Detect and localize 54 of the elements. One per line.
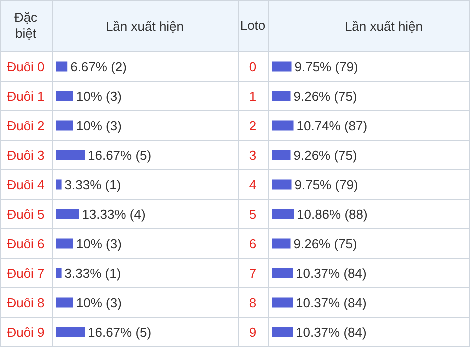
data-label: 10.86% (88) bbox=[297, 206, 368, 222]
y-tick-label: Đuôi 5 bbox=[7, 206, 45, 222]
data-label: 9.75% (79) bbox=[294, 59, 358, 74]
data-label: 10% (3) bbox=[76, 118, 122, 134]
y-tick-label: 3 bbox=[249, 148, 257, 163]
y-tick-label: Đuôi 2 bbox=[7, 118, 45, 134]
y-tick-label: 8 bbox=[249, 295, 257, 310]
bar bbox=[56, 180, 62, 190]
y-tick-label: Đuôi 8 bbox=[7, 295, 45, 310]
y-tick-label: 5 bbox=[249, 206, 257, 222]
y-tick-label: 9 bbox=[249, 324, 257, 340]
data-label: 10.74% (87) bbox=[296, 118, 368, 134]
y-tick-label: 0 bbox=[249, 59, 257, 74]
data-label: 9.26% (75) bbox=[294, 148, 358, 163]
x-axis-title: Lần xuất hiện bbox=[344, 19, 424, 34]
data-label: 13.33% (4) bbox=[82, 206, 146, 222]
y-tick-label: Đuôi 3 bbox=[7, 148, 45, 163]
data-label: 10.37% (84) bbox=[296, 266, 367, 281]
data-label: 10% (3) bbox=[76, 295, 122, 310]
y-tick-label: Đuôi 4 bbox=[7, 177, 45, 192]
data-label: 10.37% (84) bbox=[296, 295, 367, 310]
x-axis-title: Lần xuất hiện bbox=[106, 19, 184, 34]
data-label: 9.26% (75) bbox=[294, 236, 358, 252]
y-tick-label: 2 bbox=[249, 118, 257, 134]
y-tick-label: 6 bbox=[249, 236, 257, 252]
y-tick-label: Đuôi 7 bbox=[7, 266, 45, 281]
data-label: 6.67% (2) bbox=[70, 59, 127, 74]
y-axis-title: Đặc biệt bbox=[14, 10, 38, 41]
y-tick-label: 1 bbox=[249, 88, 257, 104]
y-tick-label: Đuôi 9 bbox=[7, 324, 45, 340]
bar bbox=[56, 150, 85, 160]
data-label: 9.75% (79) bbox=[294, 177, 358, 192]
bar bbox=[56, 62, 68, 72]
data-label: 10.37% (84) bbox=[296, 324, 367, 340]
y-tick-label: 7 bbox=[249, 266, 257, 281]
data-label: 10% (3) bbox=[76, 236, 122, 252]
y-tick-label: Đuôi 0 bbox=[7, 59, 45, 74]
bar bbox=[56, 268, 62, 278]
data-label: 3.33% (1) bbox=[64, 266, 122, 281]
data-label: 16.67% (5) bbox=[88, 324, 152, 340]
bar bbox=[56, 298, 74, 308]
bar bbox=[56, 91, 74, 102]
bar bbox=[56, 238, 74, 249]
data-label: 9.26% (75) bbox=[294, 88, 358, 104]
data-label: 3.33% (1) bbox=[64, 177, 122, 192]
data-label: 10% (3) bbox=[76, 88, 122, 104]
y-axis-title: Loto bbox=[240, 18, 266, 33]
y-tick-label: Đuôi 6 bbox=[7, 236, 45, 252]
y-tick-label: Đuôi 1 bbox=[7, 88, 45, 104]
bar bbox=[56, 120, 74, 131]
y-tick-label: 4 bbox=[249, 177, 257, 192]
data-label: 16.67% (5) bbox=[88, 148, 152, 163]
bar bbox=[56, 209, 80, 220]
bar bbox=[56, 327, 85, 338]
